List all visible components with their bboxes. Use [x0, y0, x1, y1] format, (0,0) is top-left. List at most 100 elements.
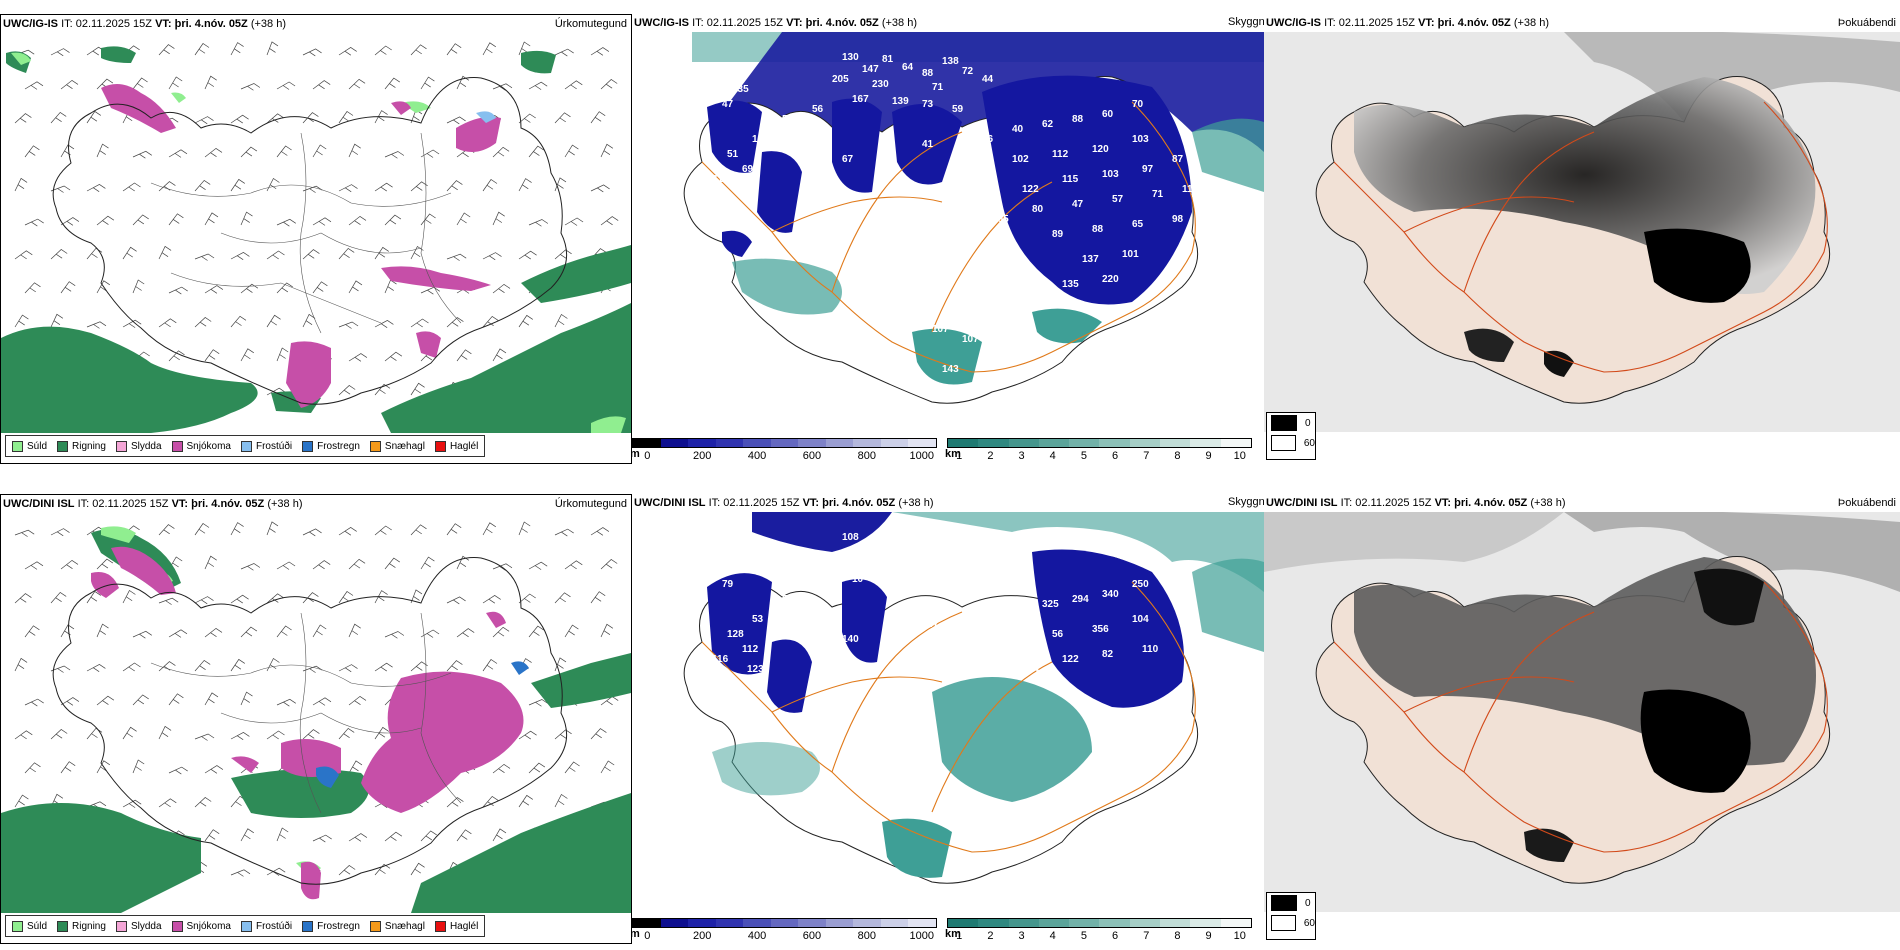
colorbar-tick: 9: [1205, 930, 1212, 942]
colorbar-segment: [880, 439, 909, 447]
ceiling-value-label: 71: [932, 82, 944, 93]
fog-legend-label: 0: [1305, 897, 1311, 909]
init-time: 02.11.2025 15Z: [706, 17, 783, 29]
wind-barb: [600, 143, 614, 158]
visibility-colorbar: 1 2 3 4 5 6 7 8 9 10 km: [945, 918, 1252, 944]
wind-barb: [600, 79, 618, 90]
wind-barb: [446, 596, 466, 605]
wind-barb: [168, 766, 188, 775]
ceiling-value-label: 115: [1062, 174, 1079, 185]
legend-label: Súld: [27, 440, 48, 452]
wind-barb: [528, 625, 544, 638]
colorbar-segment: [1069, 439, 1100, 447]
wind-barb: [528, 699, 549, 707]
legend-swatch: [240, 920, 252, 932]
wind-barb: [24, 698, 44, 707]
ceiling-value-label: 230: [872, 79, 889, 90]
wind-barb: [384, 77, 400, 90]
wind-barb: [420, 149, 440, 158]
wind-barb: [122, 589, 136, 604]
wind-barb: [266, 314, 281, 328]
colorbar-segment: [743, 919, 771, 927]
legend-label: Rigning: [72, 920, 106, 932]
wind-barb: [302, 665, 323, 673]
colorbar-tick: 7: [1143, 450, 1150, 462]
wind-barb: [456, 349, 472, 362]
wind-barb: [132, 279, 145, 294]
legend-swatch: [434, 920, 446, 932]
wind-barb: [348, 353, 368, 362]
wind-barb: [554, 793, 568, 808]
wind-barb: [158, 798, 177, 808]
wind-barb: [24, 282, 41, 294]
wind-barb: [446, 317, 464, 328]
ceiling-value-label: 104: [1132, 614, 1149, 625]
ceiling-value-label: 79: [722, 579, 734, 590]
wind-barb: [96, 695, 115, 706]
wind-barb: [60, 697, 80, 706]
ceiling-value-label: 69: [882, 534, 894, 545]
wind-barb: [96, 215, 115, 226]
wind-barb: [60, 144, 75, 158]
legend-item: Rigning: [57, 920, 106, 932]
ceiling-value-label: 58: [942, 536, 954, 547]
wind-barb: [230, 869, 251, 877]
panel-title: Úrkomutegund: [554, 498, 627, 510]
fog-legend-swatch: [1271, 915, 1296, 931]
legend-item: Haglél: [434, 440, 478, 452]
wind-barb: [554, 112, 571, 124]
wind-barb: [276, 347, 289, 362]
roads: [701, 581, 1196, 853]
wind-barb: [446, 43, 462, 56]
colorbar-segment: [770, 439, 799, 447]
wind-barb: [338, 46, 357, 56]
wind-barb: [590, 591, 606, 604]
colorbar-segment: [1069, 919, 1100, 927]
wind-barb: [194, 733, 215, 741]
wind-barb: [338, 184, 358, 193]
fog-legend-swatch: [1271, 895, 1297, 911]
visibility-unit: km: [945, 448, 961, 460]
ceiling-value-label: 80: [1042, 294, 1054, 305]
ceiling-value-label: 137: [1082, 254, 1099, 265]
wind-barb: [348, 558, 366, 570]
wind-barb: [24, 561, 44, 570]
wind-barb: [194, 253, 215, 261]
legend-swatch: [171, 440, 183, 452]
wind-barb: [204, 75, 217, 90]
colorbar-tick: 5: [1080, 450, 1087, 462]
legend-item: Frostúði: [240, 440, 292, 452]
colorbar-tick: 0: [644, 450, 651, 462]
fog-index-map: [1264, 512, 1900, 912]
ceiling-value-label: 10: [852, 574, 864, 585]
colorbar-tick: 1000: [909, 930, 934, 942]
wind-barb: [230, 315, 247, 328]
ceiling-value-label: 73: [922, 548, 934, 559]
vt-label: VT:: [171, 498, 189, 510]
wind-barb: [410, 181, 428, 192]
wind-barb: [482, 179, 498, 192]
colorbar-tick: 7: [1143, 930, 1150, 942]
colorbar-tick: 800: [857, 450, 877, 462]
wind-barb: [194, 43, 210, 56]
wind-barb: [528, 561, 548, 570]
wind-barb: [240, 211, 253, 226]
wind-barb: [168, 629, 188, 638]
panel-title: Þokuábendi: [1837, 17, 1896, 29]
wind-barb: [410, 862, 425, 876]
ceiling-value-label: 110: [1142, 644, 1159, 655]
ceiling-value-label: 87: [1172, 154, 1184, 165]
wind-barb: [518, 730, 537, 740]
colorbar-segment: [825, 919, 854, 927]
wind-barb: [168, 693, 184, 706]
wind-barb: [348, 143, 361, 158]
legend-swatch: [57, 920, 69, 932]
wind-barb: [518, 314, 533, 328]
wind-barb: [420, 830, 437, 842]
wind-barb: [302, 528, 322, 537]
wind-barb: [86, 663, 106, 673]
legend-swatch: [115, 440, 127, 452]
wind-barb: [348, 695, 367, 706]
wind-barb: [122, 182, 141, 192]
